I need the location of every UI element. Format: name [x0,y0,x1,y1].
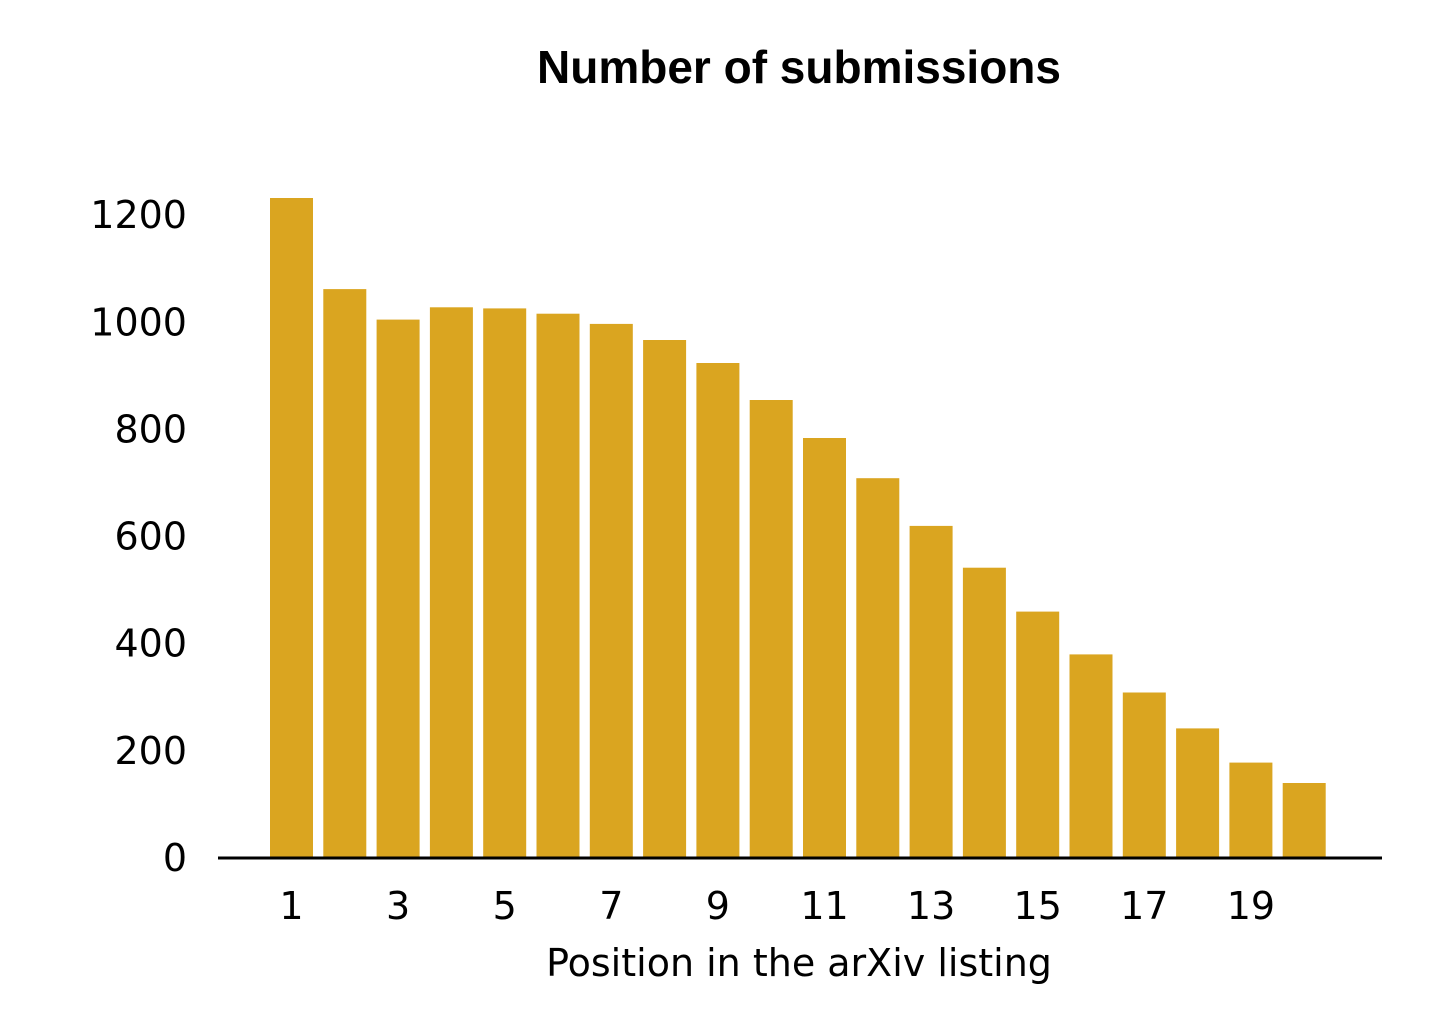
y-tick-label: 1000 [90,300,187,344]
x-tick-label: 17 [1120,884,1168,928]
bar-13 [909,525,953,858]
bar-15 [1016,611,1060,858]
bar-7 [589,323,633,858]
bar-2 [323,289,367,859]
x-tick-label: 19 [1227,884,1275,928]
x-axis-ticks: 1 3 5 7 9 11 13 15 17 19 [279,884,1275,928]
x-tick-label: 1 [279,884,303,928]
bar-9 [696,363,740,858]
bars-group [270,198,1326,859]
bar-20 [1282,783,1326,858]
bar-11 [803,438,846,858]
bar-16 [1069,654,1113,858]
chart-title: Number of submissions [537,41,1061,93]
x-tick-label: 13 [907,884,955,928]
y-tick-label: 400 [114,622,187,666]
x-tick-label: 3 [386,884,410,928]
bar-3 [376,319,420,859]
bar-5 [483,308,527,858]
bar-19 [1229,762,1273,858]
bar-1 [270,198,313,858]
y-tick-label: 800 [114,407,187,451]
y-tick-label: 0 [163,836,187,880]
bar-17 [1122,692,1166,858]
y-axis-ticks: 0 200 400 600 800 1000 1200 [90,193,187,880]
bar-10 [749,400,793,858]
bar-6 [536,313,580,858]
x-tick-label: 15 [1014,884,1062,928]
x-axis-label: Position in the arXiv listing [546,941,1052,985]
x-tick-label: 5 [493,884,517,928]
bar-4 [429,307,473,858]
y-tick-label: 600 [114,515,187,559]
x-tick-label: 11 [800,884,848,928]
bar-8 [643,340,687,858]
bar-14 [962,567,1006,858]
bar-18 [1176,728,1220,858]
x-tick-label: 7 [599,884,623,928]
y-tick-label: 200 [114,729,187,773]
x-tick-label: 9 [706,884,730,928]
y-tick-label: 1200 [90,193,187,237]
bar-12 [856,478,900,858]
